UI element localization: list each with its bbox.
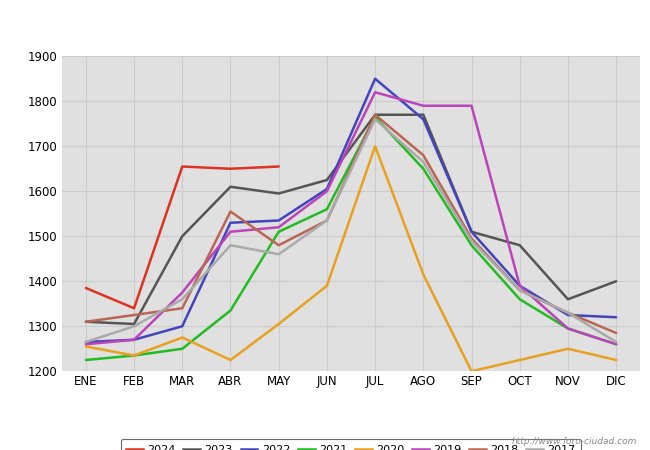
Text: Afiliados en San Vicente de la Barquera a 31/5/2024: Afiliados en San Vicente de la Barquera … <box>125 15 525 30</box>
Legend: 2024, 2023, 2022, 2021, 2020, 2019, 2018, 2017: 2024, 2023, 2022, 2021, 2020, 2019, 2018… <box>121 439 581 450</box>
Text: http://www.foro-ciudad.com: http://www.foro-ciudad.com <box>512 436 637 446</box>
